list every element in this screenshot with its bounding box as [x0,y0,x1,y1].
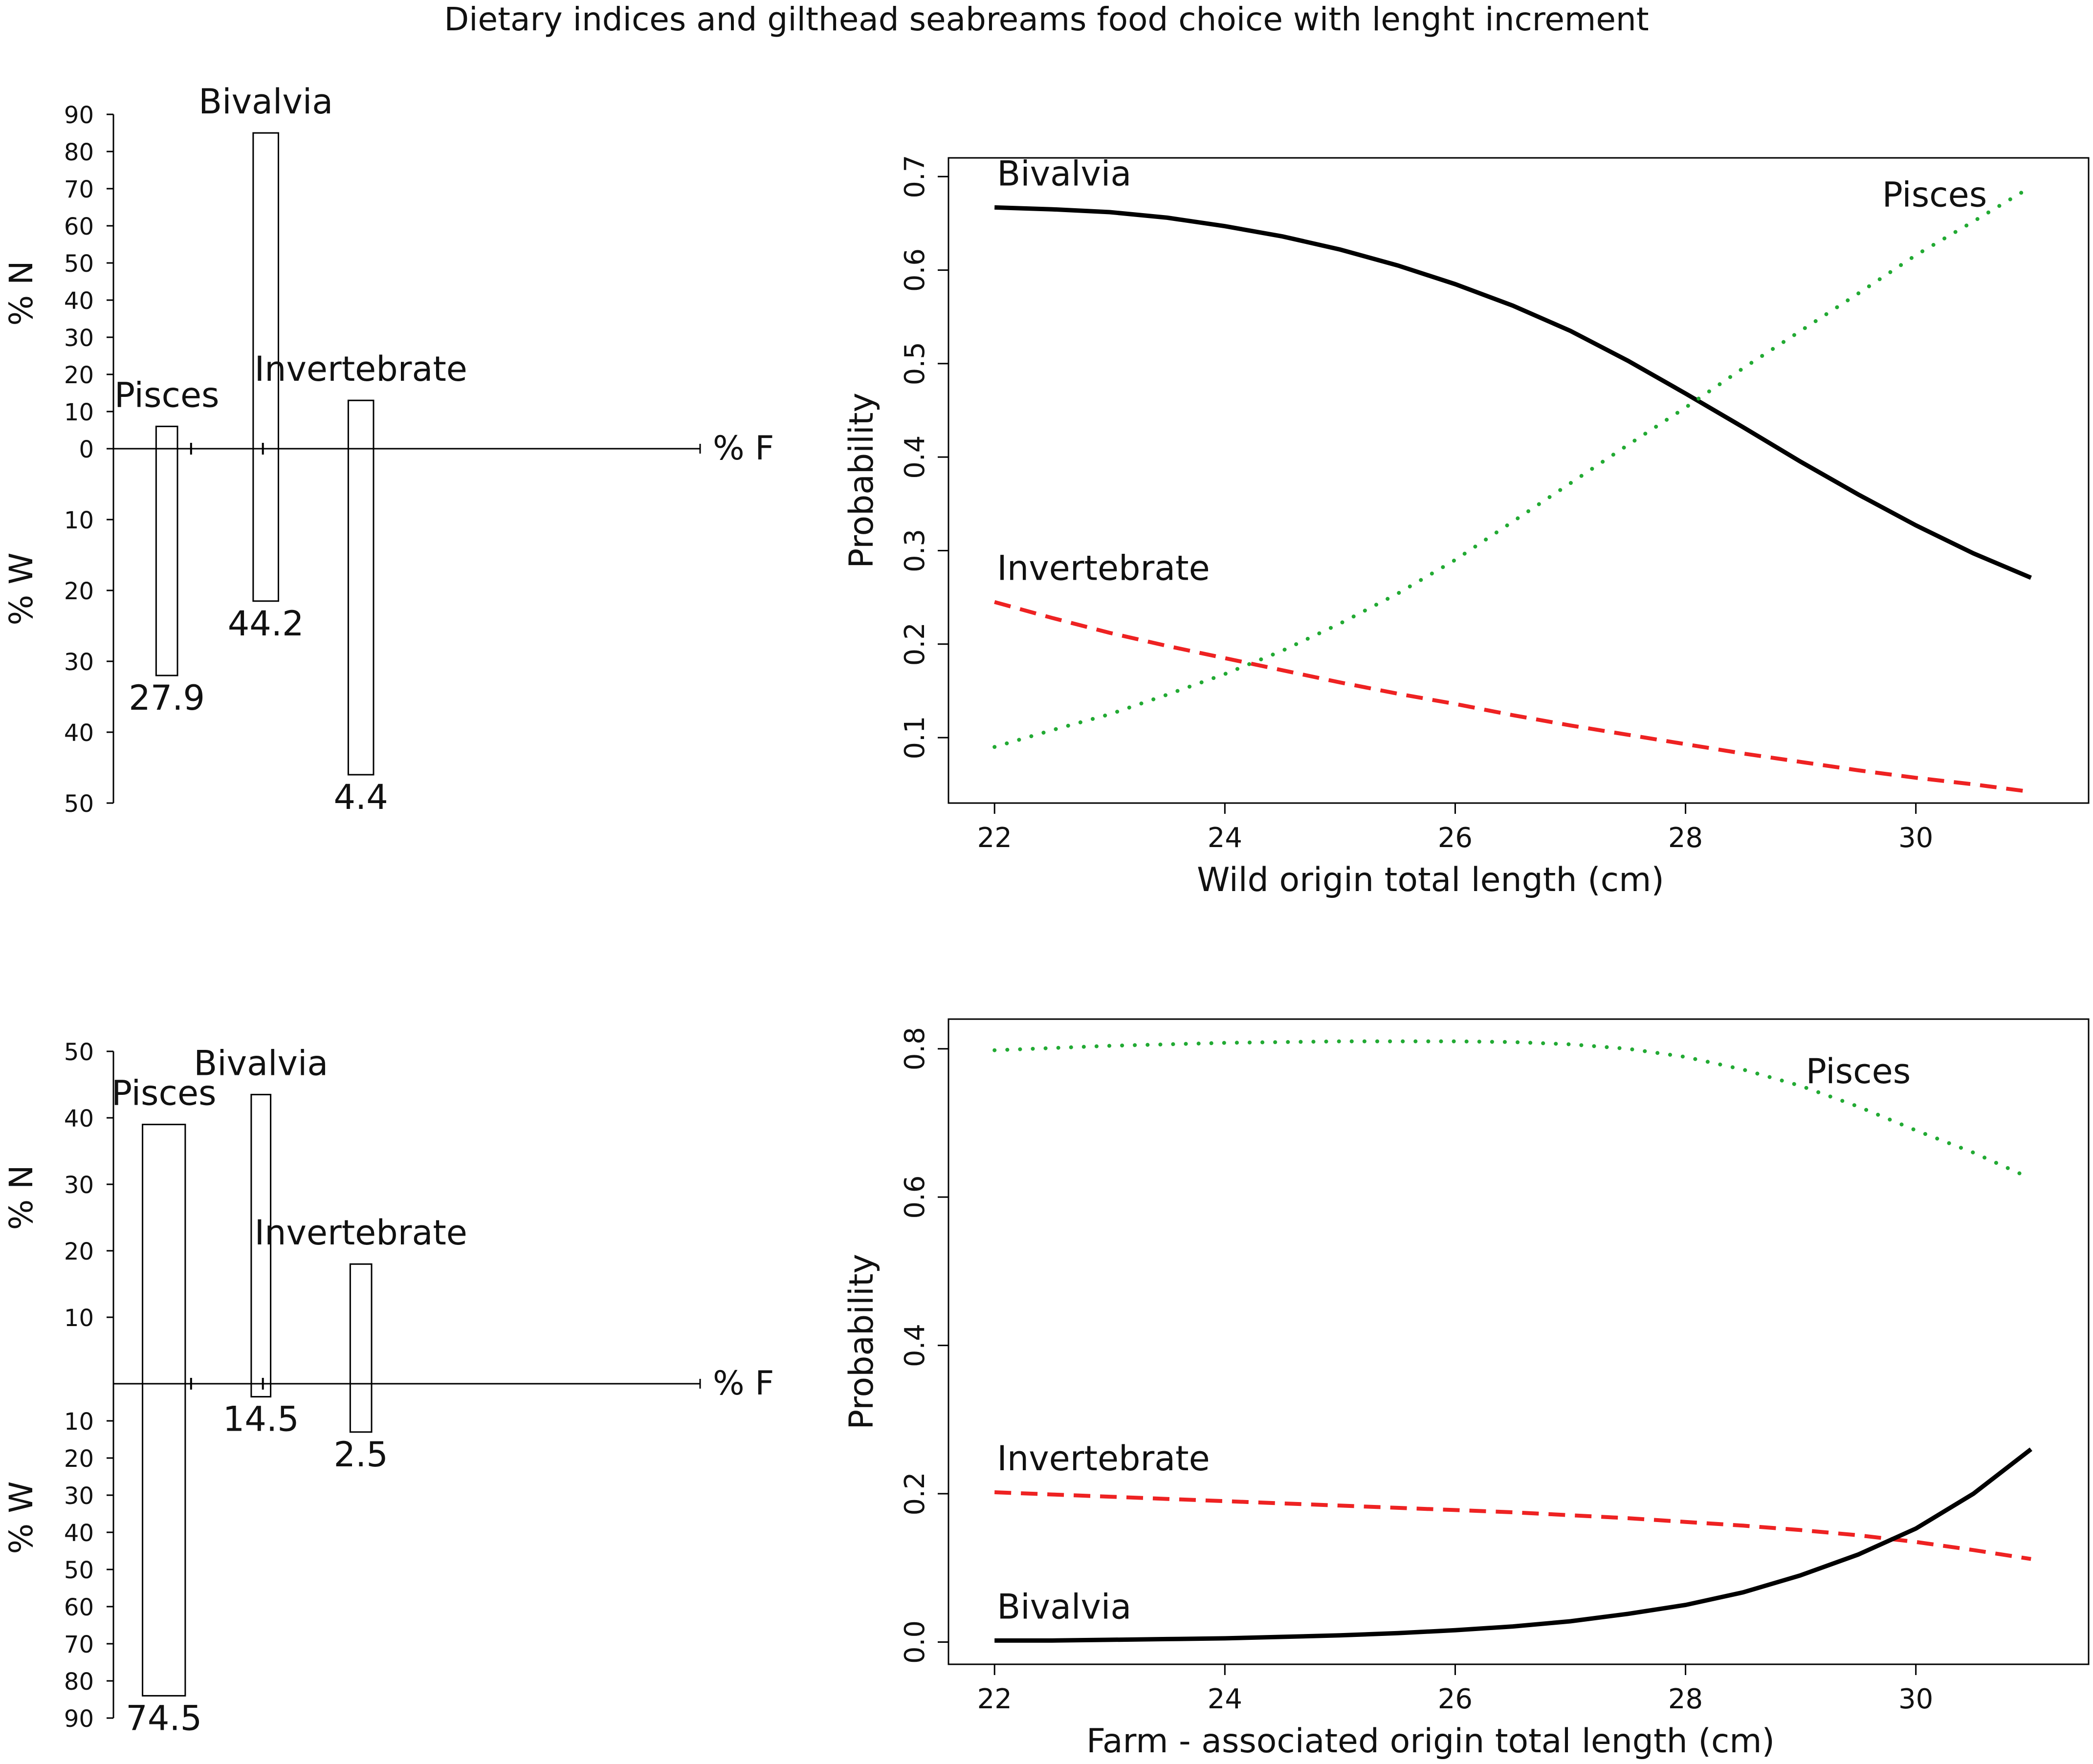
top-right-y-tick-label: 0.6 [899,248,931,292]
bottom-left-w-axis-title: % W [2,1481,40,1554]
top-left-bar-n-pisces [155,425,178,450]
top-right-y-axis-title: Probability [842,392,881,568]
bottom-right-y-tick-label: 0.4 [899,1324,931,1367]
top-left-n-axis-title: % N [2,261,40,326]
bottom-left-w-tick-label: 50 [64,1557,94,1584]
top-left-bar-w-pisces [155,448,178,676]
top-left-n-tick-label: 30 [64,325,94,352]
top-right-y-tick-label: 0.3 [899,529,931,572]
bottom-left-w-tick-label: 60 [64,1594,94,1621]
top-right-y-tick-label: 0.7 [899,155,931,198]
top-left-value-label-pisces: 27.9 [129,678,205,718]
bottom-right-x-tick-label: 28 [1668,1683,1703,1715]
bottom-right-plot-frame [947,1018,2090,1665]
top-left-category-label-pisces: Pisces [114,375,220,415]
bottom-left-w-tick-label: 10 [64,1408,94,1436]
bottom-left-n-tick-label: 20 [64,1238,94,1265]
bottom-left-bar-n-invertebrate [349,1263,373,1385]
top-right-x-tick-label: 26 [1438,822,1473,854]
top-left-w-tick-label: 40 [64,719,94,747]
bottom-left-n-tick-label: 10 [64,1305,94,1332]
top-right-x-tick-label: 22 [977,822,1012,854]
top-right-y-tick-label: 0.4 [899,436,931,479]
top-left-category-label-invertebrate: Invertebrate [254,349,467,389]
top-right-y-tick-label: 0.1 [899,716,931,760]
top-right-label-invertebrate: Invertebrate [997,548,1210,588]
top-left-f-axis-label: % F [713,429,774,468]
top-left-bar-n-invertebrate [347,399,375,450]
bottom-right-y-tick-label: 0.2 [899,1472,931,1516]
top-left-w-tick-label: 50 [64,790,94,818]
top-right-series-invertebrate [994,600,2031,794]
bottom-left-n-tick-label: 50 [64,1039,94,1066]
top-right-series-pisces [992,185,2033,749]
top-right-x-tick-label: 24 [1208,822,1242,854]
bottom-left-w-tick-label: 90 [64,1705,94,1733]
top-left-w-tick-label: 20 [64,578,94,605]
top-right-x-tick-label: 30 [1898,822,1933,854]
page-title: Dietary indices and gilthead seabreams f… [444,0,1649,38]
top-left-bar-n-bivalvia [252,132,279,450]
top-right-x-axis-title: Wild origin total length (cm) [1197,861,1664,899]
top-left-n-tick-label: 90 [64,102,94,129]
top-right-label-bivalvia: Bivalvia [997,153,1131,194]
top-left-category-label-bivalvia: Bivalvia [198,82,333,122]
top-left-n-tick-label: 60 [64,213,94,240]
bottom-left-bar-w-invertebrate [349,1383,373,1433]
top-right-x-tick-label: 28 [1668,822,1703,854]
bottom-left-category-label-bivalvia: Bivalvia [194,1043,328,1083]
top-left-bar-w-invertebrate [347,448,375,776]
bottom-right-x-tick-label: 22 [977,1683,1012,1715]
bottom-left-w-tick-label: 40 [64,1520,94,1547]
top-left-n-tick-label: 70 [64,176,94,203]
bottom-right-x-tick-label: 26 [1438,1683,1473,1715]
bottom-left-n-axis-title: % N [2,1165,40,1230]
top-right-label-pisces: Pisces [1882,174,1987,215]
bottom-left-w-tick-label: 20 [64,1445,94,1473]
bottom-right-y-tick-label: 0.6 [899,1176,931,1219]
bottom-right-label-pisces: Pisces [1806,1051,1911,1091]
bottom-left-w-tick-label: 80 [64,1668,94,1696]
top-right-y-tick-label: 0.5 [899,342,931,385]
top-left-w-tick-label: 10 [64,507,94,534]
bottom-right-y-tick-label: 0.8 [899,1027,931,1070]
bottom-left-w-tick-label: 70 [64,1631,94,1658]
bottom-right-y-tick-label: 0.0 [899,1620,931,1664]
top-left-n-tick-label: 50 [64,250,94,278]
bottom-left-bar-n-pisces [142,1124,186,1385]
bottom-left-w-tick-label: 30 [64,1482,94,1510]
bottom-left-value-label-bivalvia: 14.5 [223,1399,299,1439]
bottom-right-label-bivalvia: Bivalvia [997,1587,1131,1627]
bottom-left-n-tick-label: 40 [64,1105,94,1132]
top-left-bar-w-bivalvia [252,448,279,602]
bottom-left-value-label-pisces: 74.5 [126,1698,202,1738]
top-left-n-tick-label: 0 [79,436,94,463]
bottom-left-bar-w-bivalvia [250,1383,272,1398]
top-left-n-tick-label: 80 [64,139,94,166]
bottom-right-series-invertebrate [994,1490,2031,1561]
top-right-plot-frame [947,157,2090,804]
top-left-n-tick-label: 40 [64,287,94,315]
bottom-right-x-tick-label: 24 [1208,1683,1242,1715]
bottom-right-label-invertebrate: Invertebrate [997,1438,1210,1479]
bottom-left-value-label-invertebrate: 2.5 [334,1435,388,1475]
top-left-n-tick-label: 20 [64,362,94,389]
bottom-right-series-bivalvia [994,1447,2032,1643]
bottom-right-x-tick-label: 30 [1898,1683,1933,1715]
bottom-left-category-label-invertebrate: Invertebrate [254,1213,467,1253]
top-right-series-bivalvia [994,205,2032,580]
bottom-left-category-label-pisces: Pisces [111,1073,217,1113]
bottom-left-f-axis-label: % F [713,1364,774,1403]
top-left-w-tick-label: 30 [64,649,94,676]
top-left-n-tick-label: 10 [64,399,94,426]
top-left-w-axis-title: % W [2,553,40,626]
bottom-left-bar-w-pisces [142,1383,186,1697]
top-left-value-label-invertebrate: 4.4 [334,777,388,817]
bottom-right-y-axis-title: Probability [842,1254,881,1429]
top-right-y-tick-label: 0.2 [899,622,931,666]
bottom-right-x-axis-title: Farm - associated origin total length (c… [1086,1722,1775,1761]
bottom-left-n-tick-label: 30 [64,1172,94,1199]
top-left-value-label-bivalvia: 44.2 [228,604,304,644]
